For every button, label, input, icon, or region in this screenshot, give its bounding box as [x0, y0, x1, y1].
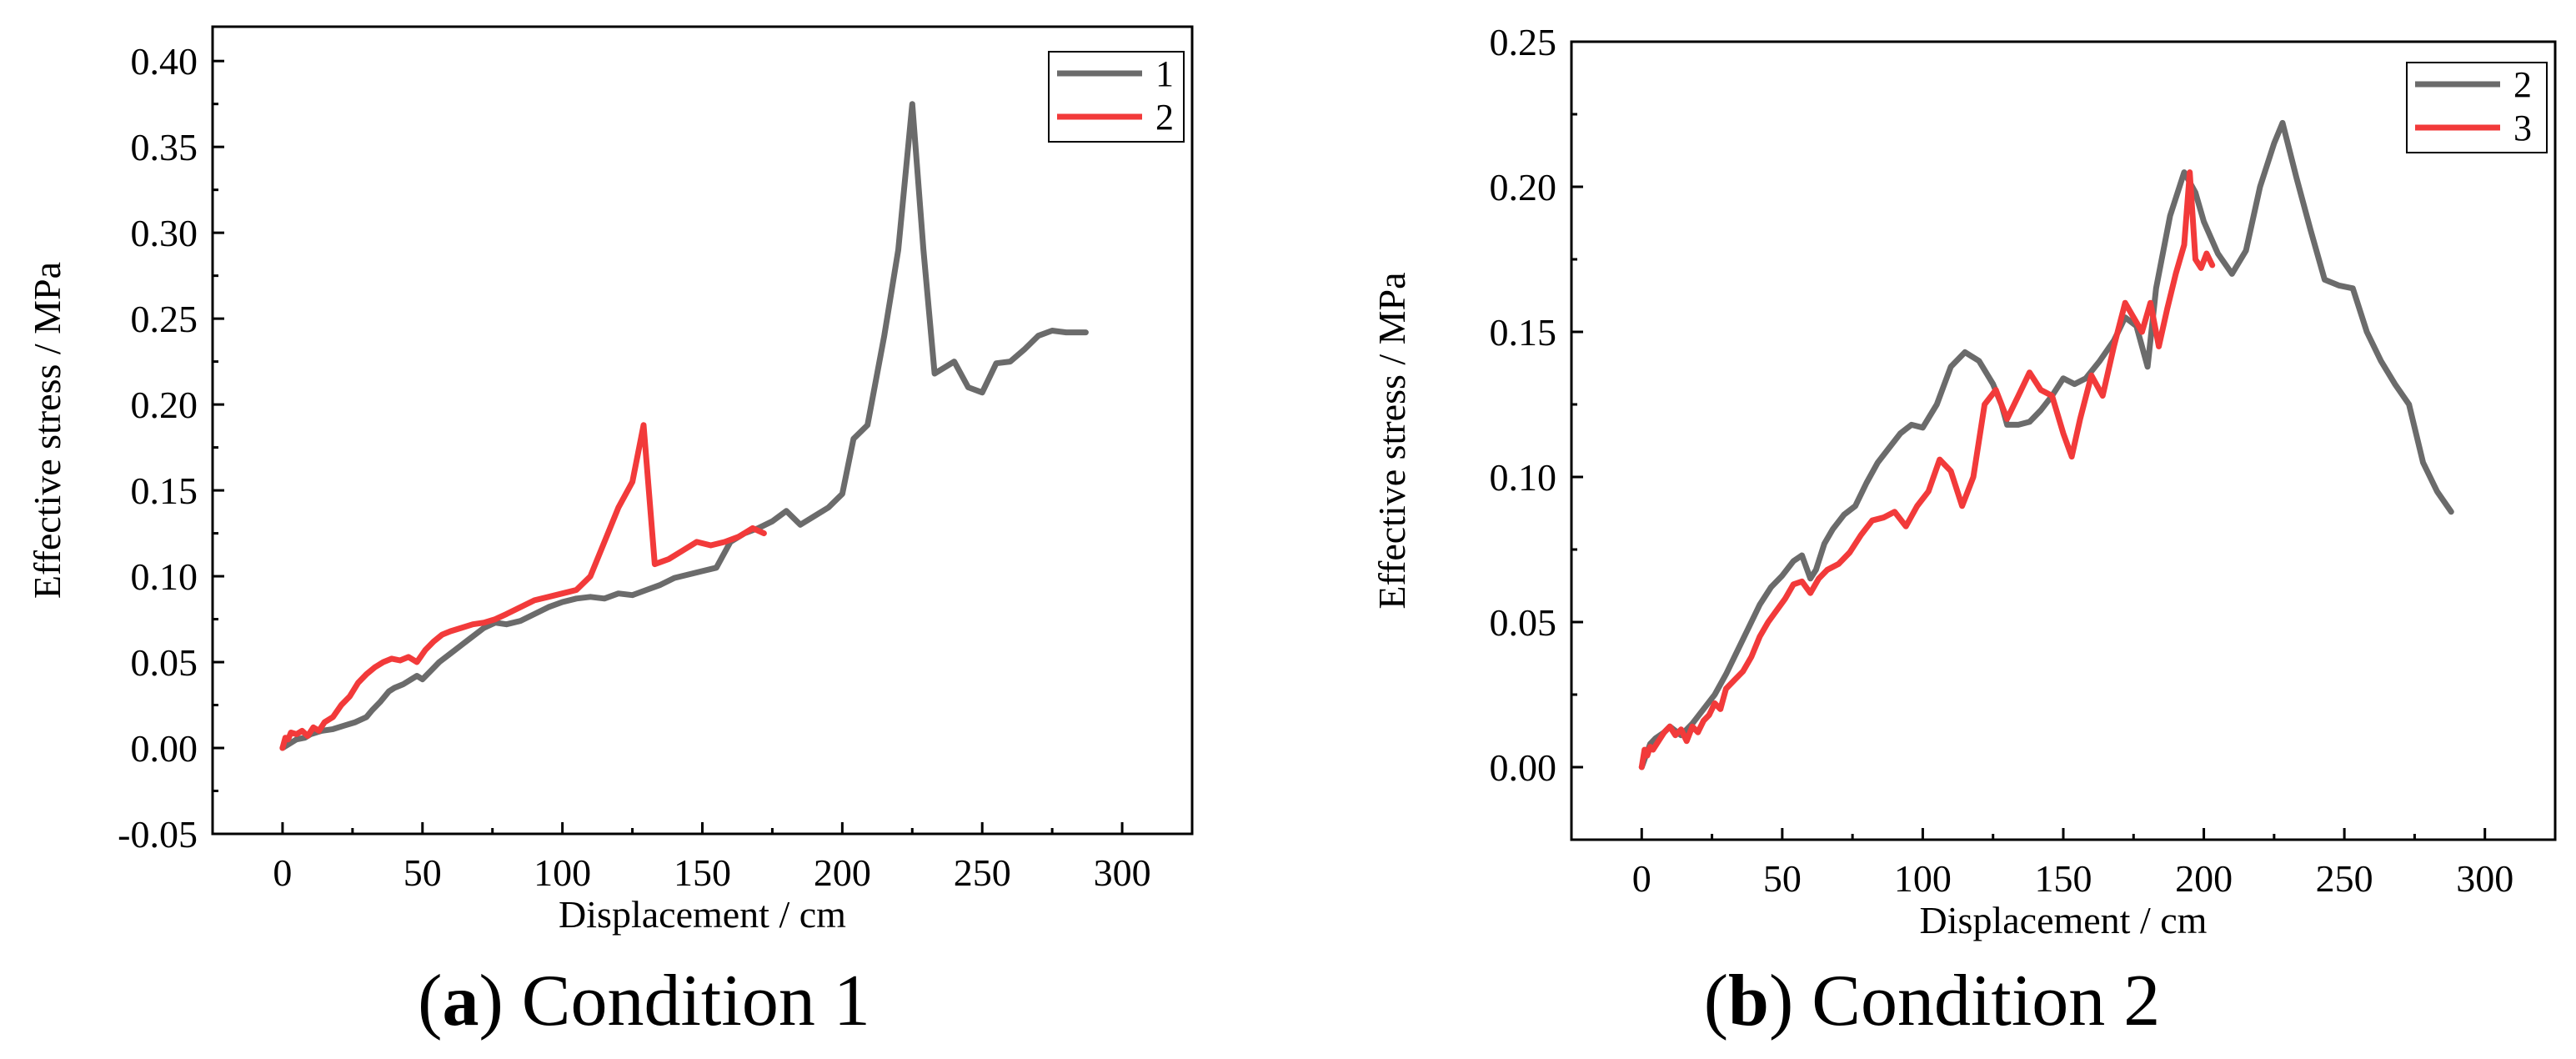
y-tick-label-a-9: 0.40 — [131, 40, 198, 83]
series-line-b-2 — [1638, 119, 2454, 770]
caption-a-text: Condition 1 — [521, 961, 870, 1041]
y-tick-label-b-4: 0.20 — [1490, 166, 1557, 208]
chart-panel-a: 0 50 100 150 200 250 300 -0.05 0.00 0.05 0.10 0.15 0… — [0, 0, 1288, 959]
x-tick-label-b-4: 200 — [2175, 857, 2233, 900]
x-tick-label-a-6: 300 — [1094, 851, 1151, 894]
legend-box-a — [1048, 51, 1185, 143]
y-tick-label-b-5: 0.25 — [1490, 21, 1557, 63]
x-tick-label-a-0: 0 — [273, 851, 292, 894]
caption-b: (b) Condition 2 — [1703, 961, 2161, 1041]
y-tick-label-b-2: 0.10 — [1490, 456, 1557, 499]
y-tick-label-a-2: 0.05 — [131, 641, 198, 684]
x-tick-label-b-5: 250 — [2316, 857, 2373, 900]
caption-a-label: a — [442, 961, 479, 1041]
x-tick-label-a-4: 200 — [814, 851, 871, 894]
series-line-a-2 — [279, 422, 767, 751]
y-tick-label-b-1: 0.05 — [1490, 601, 1557, 644]
legend-label-b-2: 2 — [2513, 64, 2532, 105]
x-tick-label-b-1: 50 — [1763, 857, 1802, 900]
x-tick-label-a-5: 250 — [954, 851, 1011, 894]
y-axis-label-a: Effective stress / MPa — [26, 262, 68, 599]
y-tick-label-a-8: 0.35 — [131, 126, 198, 168]
x-tick-label-b-2: 100 — [1894, 857, 1952, 900]
y-tick-label-a-4: 0.15 — [131, 469, 198, 512]
y-tick-label-a-0: -0.05 — [118, 813, 198, 856]
y-axis-label-b: Effective stress / MPa — [1371, 272, 1413, 609]
y-tick-label-a-3: 0.10 — [131, 555, 198, 598]
y-tick-label-b-0: 0.00 — [1490, 746, 1557, 789]
y-tick-label-a-6: 0.25 — [131, 298, 198, 340]
caption-b-text: Condition 2 — [1812, 961, 2161, 1041]
x-axis-label-b: Displacement / cm — [1920, 899, 2208, 941]
chart-a-svg: 0 50 100 150 200 250 300 -0.05 0.00 0.05 0.10 0.15 0… — [26, 25, 1194, 936]
legend-label-a-2: 2 — [1155, 97, 1174, 138]
x-tick-label-b-3: 150 — [2035, 857, 2092, 900]
y-tick-label-a-5: 0.20 — [131, 384, 198, 426]
chart-b-svg: 0 50 100 150 200 250 300 0.00 0.05 0.10 0.15 0.20 0.… — [1371, 21, 2557, 941]
series-line-b-3 — [1638, 169, 2216, 770]
x-tick-label-b-0: 0 — [1632, 857, 1651, 900]
x-axis-label-a: Displacement / cm — [559, 893, 846, 936]
caption-a: (a) Condition 1 — [418, 961, 870, 1041]
legend-label-a-1: 1 — [1155, 53, 1174, 94]
caption-b-label: b — [1728, 961, 1769, 1041]
x-tick-label-a-2: 100 — [534, 851, 591, 894]
legend-label-b-3: 3 — [2513, 108, 2532, 148]
y-tick-label-a-1: 0.00 — [131, 727, 198, 770]
y-tick-label-b-3: 0.15 — [1490, 311, 1557, 354]
legend-box-b — [2406, 62, 2548, 153]
series-line-a-1 — [279, 101, 1089, 751]
x-tick-label-a-3: 150 — [674, 851, 731, 894]
plot-frame-a — [211, 25, 1194, 836]
y-tick-label-a-7: 0.30 — [131, 212, 198, 254]
x-tick-label-a-1: 50 — [403, 851, 442, 894]
x-tick-label-b-6: 300 — [2456, 857, 2513, 900]
chart-panel-b: 0 50 100 150 200 250 300 0.00 0.05 0.10 0.15 0.20 0.… — [1288, 0, 2576, 959]
